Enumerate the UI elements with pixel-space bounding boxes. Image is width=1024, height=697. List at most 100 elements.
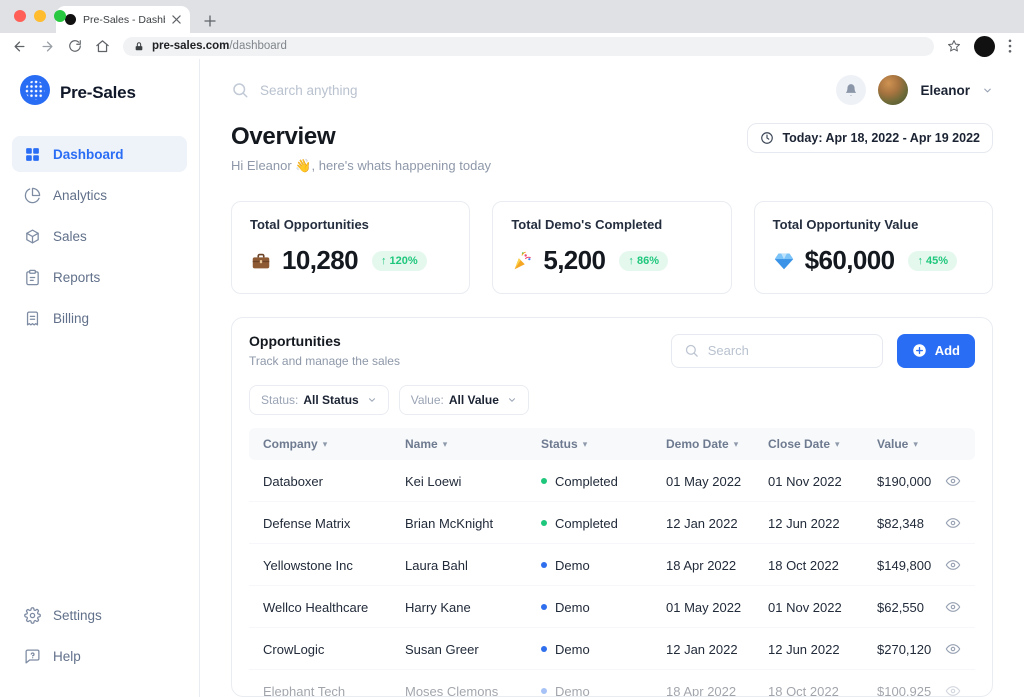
view-row-button[interactable] bbox=[945, 641, 961, 657]
stat-value: 10,280 bbox=[282, 245, 359, 275]
cell-company: Elephant Tech bbox=[263, 683, 346, 697]
brand-name: Pre-Sales bbox=[60, 82, 136, 102]
cell-status: Completed bbox=[541, 516, 666, 531]
view-row-button[interactable] bbox=[945, 683, 961, 696]
stat-card-total-opportunities: Total Opportunities 10,280 ↑ 120% bbox=[231, 201, 471, 294]
table-row: Elephant Tech Moses Clemons Demo 18 Apr … bbox=[249, 670, 975, 696]
user-menu-chevron-down-icon[interactable] bbox=[982, 85, 993, 96]
minimize-window-button[interactable] bbox=[34, 10, 46, 22]
global-search-input[interactable]: Search anything bbox=[231, 81, 358, 99]
cell-status: Demo bbox=[541, 642, 666, 657]
stat-cards: Total Opportunities 10,280 ↑ 120% Total … bbox=[231, 201, 993, 294]
cell-status: Demo bbox=[541, 600, 666, 615]
sidebar-item-dashboard[interactable]: Dashboard bbox=[12, 136, 187, 172]
sort-caret-icon: ▾ bbox=[913, 438, 918, 449]
filter-value: All Status bbox=[303, 393, 359, 407]
sidebar-item-label: Analytics bbox=[53, 187, 108, 203]
sort-caret-icon: ▾ bbox=[322, 438, 328, 449]
user-avatar[interactable] bbox=[878, 75, 909, 105]
view-row-button[interactable] bbox=[945, 599, 961, 615]
view-row-button[interactable] bbox=[945, 473, 961, 489]
stat-label: Total Opportunity Value bbox=[772, 217, 919, 232]
stat-card-total-demos-completed: Total Demo's Completed 5,200 ↑ 86% bbox=[492, 201, 732, 294]
cell-value: $100,925 bbox=[877, 683, 932, 697]
sidebar-item-help[interactable]: Help bbox=[12, 638, 187, 674]
back-icon[interactable] bbox=[12, 39, 27, 54]
cell-demo-date: 18 Apr 2022 bbox=[666, 557, 737, 573]
cell-status: Completed bbox=[541, 474, 666, 489]
opportunities-title: Opportunities bbox=[249, 333, 341, 349]
date-range-chip[interactable]: Today: Apr 18, 2022 - Apr 19 2022 bbox=[747, 123, 993, 153]
sidebar-item-analytics[interactable]: Analytics bbox=[12, 177, 187, 213]
sidebar-item-label: Reports bbox=[53, 269, 101, 285]
url-bar[interactable]: pre-sales.com/dashboard bbox=[123, 36, 934, 56]
cell-name: Moses Clemons bbox=[405, 683, 499, 697]
bell-icon bbox=[846, 84, 857, 96]
value-filter-dropdown[interactable]: Value: All Value bbox=[398, 385, 529, 415]
sort-caret-icon: ▾ bbox=[835, 438, 840, 449]
column-header-company[interactable]: Company ▾ bbox=[263, 437, 328, 451]
cell-name: Laura Bahl bbox=[405, 557, 468, 573]
overview-header: Overview Hi Eleanor 👋, here's whats happ… bbox=[231, 123, 993, 174]
stat-label: Total Opportunities bbox=[250, 217, 369, 232]
zoom-window-button[interactable] bbox=[54, 10, 66, 22]
traffic-lights bbox=[14, 10, 66, 22]
sidebar-item-label: Sales bbox=[53, 228, 87, 244]
browser-menu-icon[interactable] bbox=[1008, 39, 1012, 53]
tab-title: Pre-Sales - Dashboard bbox=[83, 13, 165, 26]
briefcase-icon bbox=[250, 250, 272, 272]
url-domain: pre-sales.com bbox=[152, 40, 230, 52]
status-dot bbox=[541, 478, 547, 484]
notifications-button[interactable] bbox=[836, 75, 867, 105]
clock-icon bbox=[761, 132, 774, 144]
column-header-demo-date[interactable]: Demo Date ▾ bbox=[666, 437, 739, 451]
top-bar: Search anything Eleanor bbox=[231, 59, 993, 115]
pie-chart-icon bbox=[24, 187, 41, 203]
stat-change-badge: ↑ 86% bbox=[619, 250, 668, 271]
cell-name: Harry Kane bbox=[405, 599, 471, 615]
cell-name: Susan Greer bbox=[405, 641, 479, 657]
bookmark-star-icon[interactable] bbox=[947, 39, 961, 53]
app-root: Pre-Sales Dashboard Analytics Sales Repo… bbox=[0, 59, 1024, 697]
column-header-status[interactable]: Status ▾ bbox=[541, 437, 588, 451]
table-row: CrowLogic Susan Greer Demo 12 Jan 2022 1… bbox=[249, 628, 975, 670]
page-subtitle: Hi Eleanor 👋, here's whats happening tod… bbox=[231, 158, 492, 173]
table-row: Yellowstone Inc Laura Bahl Demo 18 Apr 2… bbox=[249, 544, 975, 586]
grid-icon bbox=[26, 147, 39, 161]
status-dot bbox=[541, 562, 547, 568]
brand-logo-icon bbox=[20, 75, 50, 110]
tab-close-icon[interactable] bbox=[172, 15, 181, 24]
table-row: Defense Matrix Brian McKnight Completed … bbox=[249, 502, 975, 544]
table-header-row: Company ▾ Name ▾ Status ▾ Demo Date ▾ Close … bbox=[249, 428, 975, 460]
sidebar-item-settings[interactable]: Settings bbox=[12, 597, 187, 633]
brand: Pre-Sales bbox=[12, 75, 187, 110]
column-header-close-date[interactable]: Close Date ▾ bbox=[768, 437, 840, 451]
close-window-button[interactable] bbox=[14, 10, 26, 22]
cell-status: Demo bbox=[541, 684, 666, 696]
sidebar-item-label: Help bbox=[53, 648, 81, 664]
browser-profile-avatar[interactable] bbox=[974, 35, 995, 57]
home-icon[interactable] bbox=[95, 39, 110, 54]
browser-tab[interactable]: Pre-Sales - Dashboard bbox=[56, 6, 190, 33]
eye-icon bbox=[945, 476, 961, 486]
column-header-name[interactable]: Name ▾ bbox=[405, 437, 448, 451]
sidebar-item-sales[interactable]: Sales bbox=[12, 218, 187, 254]
reload-icon[interactable] bbox=[68, 39, 82, 53]
new-tab-button[interactable] bbox=[204, 15, 216, 27]
add-opportunity-button[interactable]: Add bbox=[896, 333, 975, 368]
view-row-button[interactable] bbox=[945, 557, 961, 573]
cell-close-date: 01 Nov 2022 bbox=[768, 473, 842, 489]
stat-change-badge: ↑ 45% bbox=[908, 250, 958, 271]
table-row: Databoxer Kei Loewi Completed 01 May 202… bbox=[249, 460, 975, 502]
cell-status: Demo bbox=[541, 558, 666, 573]
sidebar-item-reports[interactable]: Reports bbox=[12, 259, 187, 295]
cell-company: Databoxer bbox=[263, 473, 323, 489]
global-search-placeholder: Search anything bbox=[260, 82, 358, 98]
view-row-button[interactable] bbox=[945, 515, 961, 531]
opportunities-search-input[interactable]: Search bbox=[670, 333, 883, 368]
forward-icon[interactable] bbox=[40, 39, 55, 54]
sidebar-item-label: Dashboard bbox=[53, 146, 124, 162]
column-header-value[interactable]: Value ▾ bbox=[877, 437, 918, 451]
sidebar-item-billing[interactable]: Billing bbox=[12, 300, 187, 336]
status-filter-dropdown[interactable]: Status: All Status bbox=[249, 385, 389, 415]
